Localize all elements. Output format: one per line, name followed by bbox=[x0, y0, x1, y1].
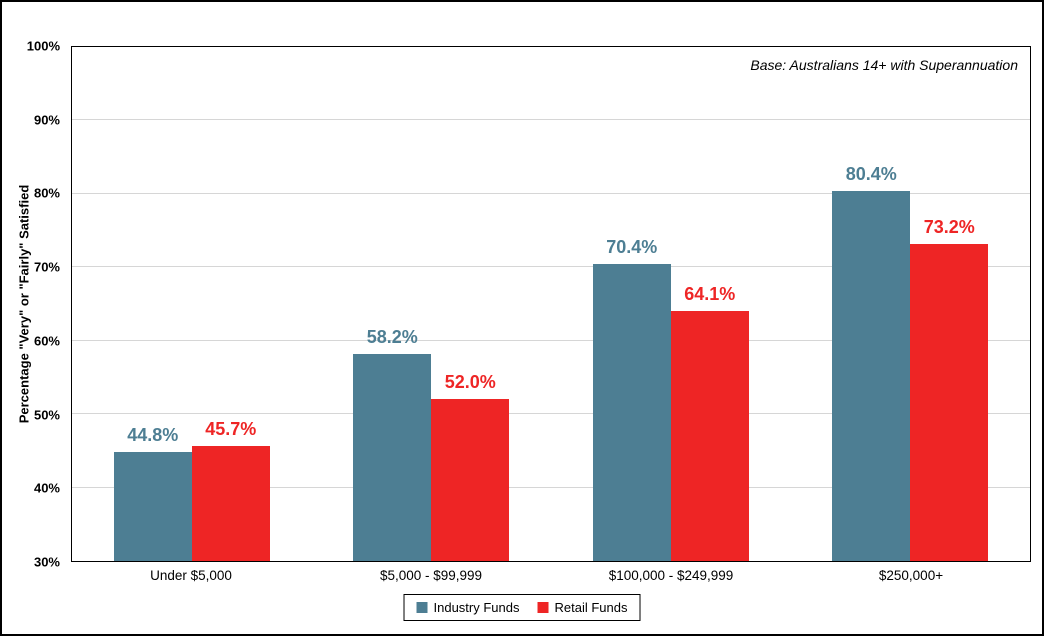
gridline bbox=[72, 413, 1030, 415]
legend-item: Industry Funds bbox=[416, 600, 520, 615]
x-tick-label: $250,000+ bbox=[878, 568, 944, 583]
bar bbox=[670, 310, 749, 561]
bar-value-label: 80.4% bbox=[845, 163, 897, 184]
legend-item: Retail Funds bbox=[537, 600, 628, 615]
bar-value-label: 58.2% bbox=[366, 326, 418, 347]
y-tick-label: 90% bbox=[33, 112, 60, 128]
x-tick-label: $100,000 - $249,999 bbox=[608, 568, 734, 583]
y-tick-label: 50% bbox=[33, 407, 60, 423]
legend-label: Industry Funds bbox=[433, 600, 520, 615]
bar bbox=[592, 264, 671, 561]
bar-column: 52.0% bbox=[431, 47, 510, 561]
bar bbox=[832, 190, 911, 561]
bar-column: 73.2% bbox=[910, 47, 989, 561]
legend-swatch bbox=[537, 602, 549, 613]
y-tick-label: 80% bbox=[33, 185, 60, 201]
x-tick-label: Under $5,000 bbox=[150, 568, 232, 583]
gridline bbox=[72, 192, 1030, 194]
y-tick-label: 40% bbox=[33, 480, 60, 496]
bar bbox=[431, 399, 510, 561]
bar-column: 80.4% bbox=[832, 47, 911, 561]
bar-group: 80.4% 73.2% bbox=[791, 47, 1031, 561]
bar-column: 44.8% bbox=[113, 47, 192, 561]
bar bbox=[191, 445, 270, 561]
y-tick-label: 60% bbox=[33, 333, 60, 349]
bar bbox=[113, 452, 192, 561]
gridline bbox=[72, 266, 1030, 268]
bar-value-label: 44.8% bbox=[127, 425, 179, 446]
bar-column: 58.2% bbox=[353, 47, 432, 561]
y-tick-label: 30% bbox=[33, 554, 60, 570]
legend: Industry Funds Retail Funds bbox=[403, 594, 641, 621]
bar bbox=[353, 353, 432, 561]
x-tick-label: $5,000 - $99,999 bbox=[379, 568, 483, 583]
bar-group: 58.2% 52.0% bbox=[312, 47, 552, 561]
bar-column: 64.1% bbox=[670, 47, 749, 561]
gridline bbox=[72, 339, 1030, 341]
bar-column: 70.4% bbox=[592, 47, 671, 561]
y-tick-label: 100% bbox=[26, 38, 60, 54]
x-axis: Under $5,000 $5,000 - $99,999 $100,000 - $… bbox=[71, 568, 1031, 583]
bar-value-label: 45.7% bbox=[205, 418, 257, 439]
bar bbox=[910, 243, 989, 561]
gridline bbox=[72, 119, 1030, 121]
gridline bbox=[72, 486, 1030, 488]
legend-swatch bbox=[416, 602, 428, 613]
bar-column: 45.7% bbox=[191, 47, 270, 561]
y-axis: 30% 40% 50% 60% 70% 80% 90% 100% bbox=[2, 39, 66, 570]
base-annotation: Base: Australians 14+ with Superannuatio… bbox=[750, 57, 1018, 73]
bar-value-label: 52.0% bbox=[444, 372, 496, 393]
bar-value-label: 70.4% bbox=[606, 237, 658, 258]
bar-group: 70.4% 64.1% bbox=[551, 47, 791, 561]
bar-value-label: 64.1% bbox=[684, 283, 736, 304]
bar-group: 44.8% 45.7% bbox=[72, 47, 312, 561]
plot-area: Base: Australians 14+ with Superannuatio… bbox=[71, 46, 1031, 562]
y-tick-label: 70% bbox=[33, 259, 60, 275]
legend-label: Retail Funds bbox=[554, 600, 628, 615]
bar-value-label: 73.2% bbox=[923, 216, 975, 237]
